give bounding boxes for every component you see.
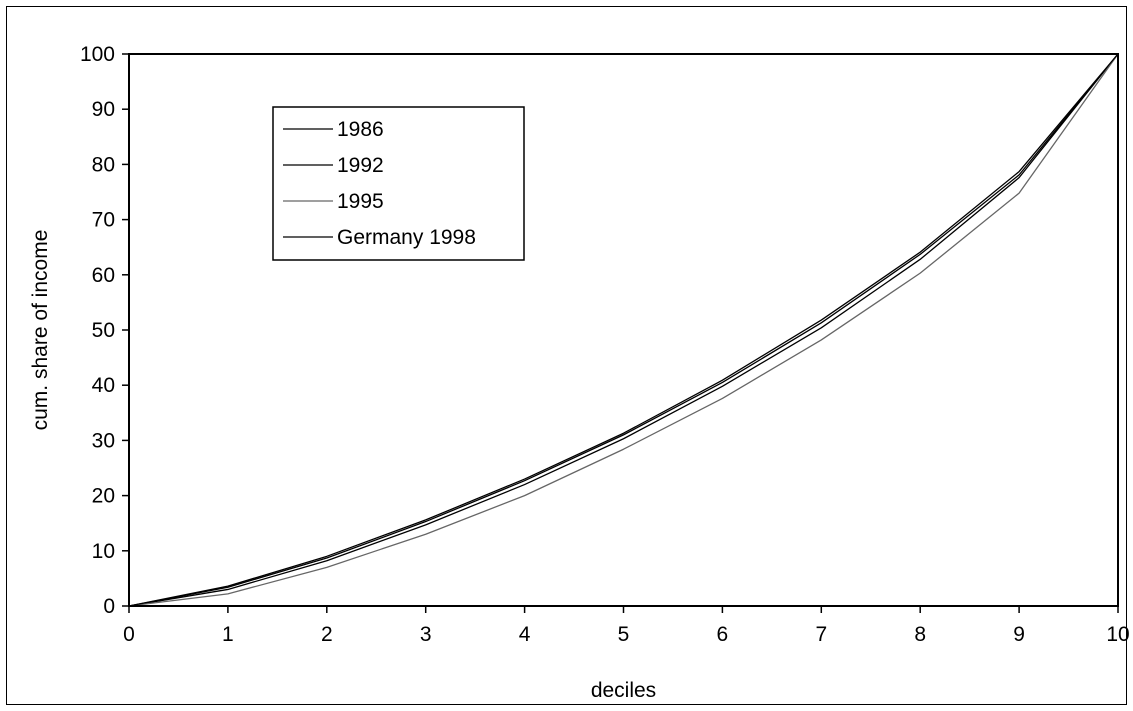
- y-tick-label: 0: [103, 595, 115, 618]
- y-tick-label: 20: [92, 485, 115, 508]
- x-tick-label: 4: [519, 623, 531, 646]
- legend-box: [272, 106, 525, 261]
- y-axis-title: cum. share of income: [29, 230, 52, 431]
- y-axis-ticks: 0 10 20 30 40 50 60 70 80 90 100: [80, 43, 129, 618]
- series-line-1992: [128, 53, 1119, 607]
- chart-frame: [6, 6, 1127, 705]
- series-line-germany-1998: [128, 53, 1119, 607]
- x-tick-label: 5: [618, 623, 630, 646]
- legend-label: Germany 1998: [337, 226, 476, 249]
- y-tick-label: 80: [92, 153, 115, 176]
- y-tick-label: 40: [92, 374, 115, 397]
- plot-area-border: [128, 53, 1119, 607]
- series-lines: [128, 53, 1119, 607]
- y-tick-label: 10: [92, 540, 115, 563]
- x-tick-label: 6: [717, 623, 729, 646]
- y-tick-label: 90: [92, 98, 115, 121]
- y-tick-label: 70: [92, 209, 115, 232]
- x-tick-label: 2: [321, 623, 333, 646]
- x-tick-label: 0: [123, 623, 135, 646]
- x-tick-label: 3: [420, 623, 432, 646]
- legend-label: 1995: [337, 190, 384, 213]
- legend-label: 1986: [337, 118, 384, 141]
- x-tick-label: 9: [1013, 623, 1025, 646]
- x-axis-title: deciles: [591, 679, 656, 702]
- x-tick-label: 10: [1106, 623, 1129, 646]
- y-tick-label: 100: [80, 43, 115, 66]
- x-axis-ticks: 0 1 2 3 4 5 6 7 8 9 10: [123, 606, 1130, 646]
- legend-label: 1992: [337, 154, 384, 177]
- series-line-1995: [128, 53, 1119, 607]
- x-tick-label: 7: [815, 623, 827, 646]
- x-tick-label: 8: [914, 623, 926, 646]
- y-tick-label: 50: [92, 319, 115, 342]
- x-tick-label: 1: [222, 623, 234, 646]
- y-tick-label: 30: [92, 429, 115, 452]
- y-tick-label: 60: [92, 264, 115, 287]
- legend: 1986 1992 1995 Germany 1998: [272, 106, 525, 261]
- series-line-1986: [128, 53, 1119, 607]
